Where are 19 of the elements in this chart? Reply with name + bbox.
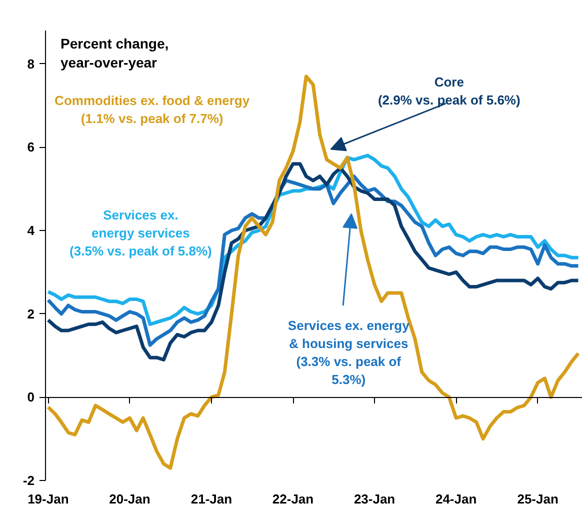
x-tick-label: 23-Jan xyxy=(354,492,396,506)
text: Core (2.9% vs. peak of 5.6%) xyxy=(378,74,520,108)
text: Services ex. energy & housing services (3.3% vs. peak of 5.3%) xyxy=(288,318,410,387)
y-tick-label: 8 xyxy=(27,56,35,72)
y-tick-label: 4 xyxy=(27,223,36,238)
x-tick-label: 19-Jan xyxy=(28,492,69,506)
y-tick-label: 2 xyxy=(27,306,35,322)
y-tick-label: -2 xyxy=(22,473,35,488)
x-tick-label: 25-Jan xyxy=(517,492,558,506)
x-tick-label: 21-Jan xyxy=(190,492,232,506)
y-axis-title: Percent change, year-over-year xyxy=(60,36,169,71)
x-tick-label: 24-Jan xyxy=(435,492,477,506)
x-tick-label: 22-Jan xyxy=(272,492,314,506)
text: Commodities ex. food & energy (1.1% vs. peak of 7.7%) xyxy=(54,93,250,126)
y-tick-label: 0 xyxy=(27,390,35,405)
y-tick-label: 6 xyxy=(27,140,35,155)
line-series xyxy=(46,74,580,470)
series-label: Services ex. energy services (3.5% vs. peak of 5.8%) xyxy=(70,208,212,259)
x-tick-label: 20-Jan xyxy=(109,492,150,506)
